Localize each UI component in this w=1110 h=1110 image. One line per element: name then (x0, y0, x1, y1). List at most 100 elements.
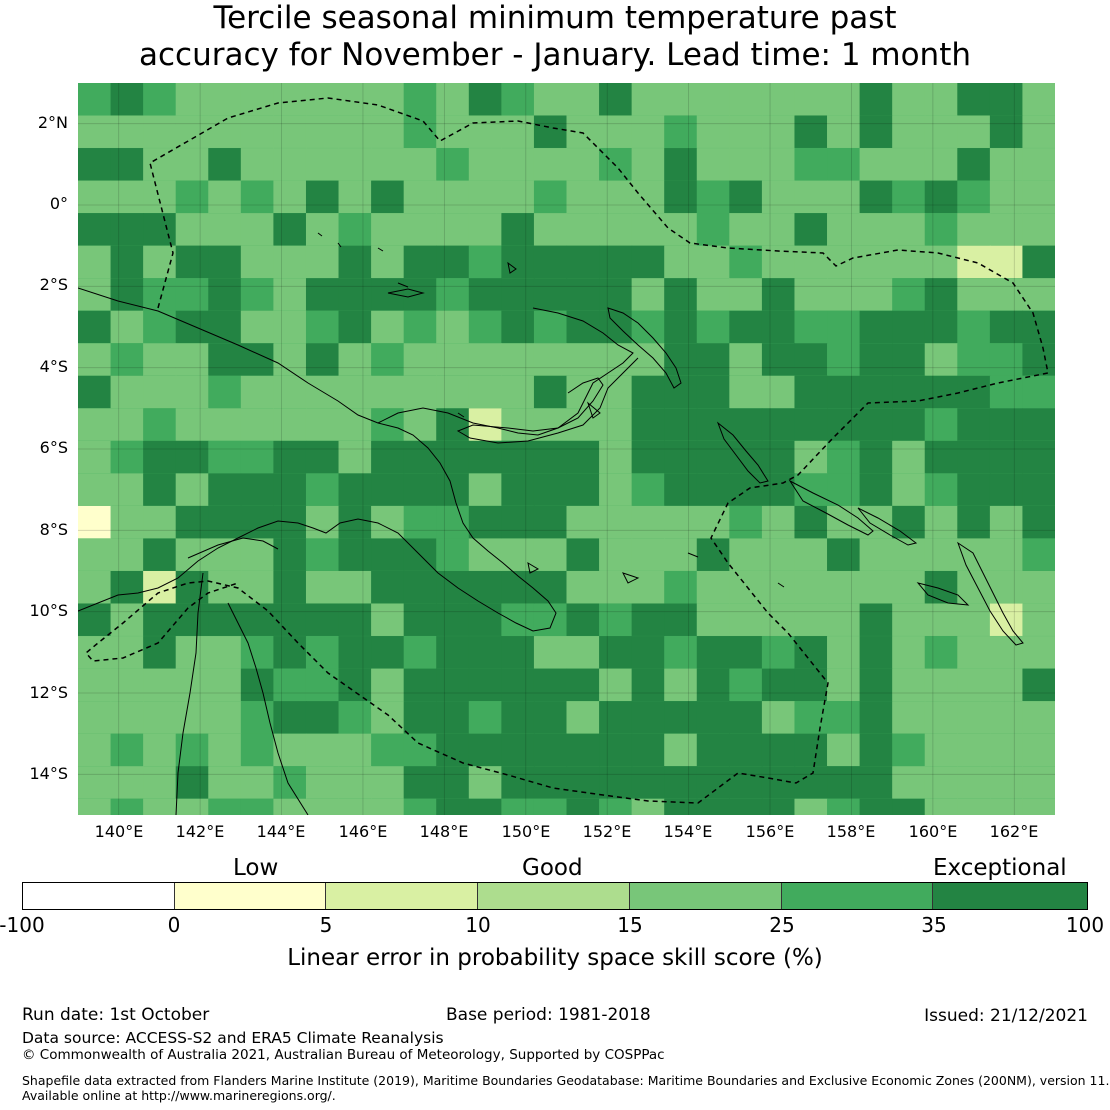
skill-cell (338, 440, 372, 474)
skill-cell (859, 636, 893, 669)
skill-cell (924, 180, 958, 214)
skill-cell (664, 408, 698, 441)
skill-cell (143, 798, 177, 815)
skill-cell (338, 571, 372, 604)
skill-cell (305, 245, 340, 279)
skill-cell (403, 83, 437, 116)
skill-cell (143, 213, 177, 246)
skill-cell (240, 180, 274, 214)
skill-cell (957, 343, 991, 376)
skill-cell (599, 571, 633, 604)
skill-cell (175, 473, 209, 506)
skill-cell (175, 636, 209, 669)
skill-cell (501, 83, 535, 116)
skill-cell (599, 440, 633, 474)
skill-cell (859, 571, 893, 604)
skill-cell (1022, 343, 1055, 376)
skill-cell (794, 668, 828, 702)
skill-cell (175, 766, 209, 799)
skill-cell (533, 375, 568, 409)
skill-cell (533, 115, 568, 148)
skill-cell (1022, 505, 1055, 539)
skill-cell (924, 603, 958, 636)
skill-cell (143, 440, 177, 474)
skill-cell (664, 505, 698, 539)
skill-cell (761, 798, 796, 815)
skill-cell (501, 375, 535, 409)
skill-cell (794, 440, 828, 474)
skill-cell (501, 180, 535, 214)
skill-cell (110, 473, 144, 506)
skill-cell (273, 701, 307, 734)
skill-cell (761, 343, 796, 376)
skill-cell (240, 603, 274, 636)
x-tick-158e: 158°E (826, 822, 876, 841)
shapefile-credit-1: Shapefile data extracted from Flanders M… (22, 1073, 1110, 1088)
skill-cell (957, 505, 991, 539)
copyright: © Commonwealth of Australia 2021, Austra… (22, 1047, 665, 1063)
skill-cell (208, 310, 242, 344)
skill-cell (273, 408, 307, 441)
skill-cell (338, 148, 372, 181)
skill-cell (729, 408, 763, 441)
skill-cell (143, 701, 177, 734)
skill-cell (501, 636, 535, 669)
skill-cell (338, 343, 372, 376)
skill-cell (729, 245, 763, 279)
y-tick-2n: 2°N (37, 113, 68, 132)
skill-cell (175, 668, 209, 702)
skill-cell (794, 701, 828, 734)
skill-cell (924, 636, 958, 669)
skill-cell (631, 473, 665, 506)
coastline-new-guinea (78, 287, 557, 632)
skill-cell (1022, 798, 1055, 815)
skill-cell (892, 440, 926, 474)
skill-cell (599, 636, 633, 669)
skill-cell (957, 408, 991, 441)
skill-cell (110, 571, 144, 604)
skill-cell (208, 440, 242, 474)
skill-cell (110, 766, 144, 799)
colorbar-tick-35: 35 (921, 913, 947, 937)
skill-cell (631, 538, 665, 571)
skill-cell (957, 766, 991, 799)
skill-cell (827, 733, 861, 767)
skill-cell (175, 115, 209, 148)
skill-cell (403, 148, 437, 181)
coastline-vanuatu-area (957, 541, 1024, 646)
y-tick-4s: 4°S (39, 357, 68, 376)
skill-cell (761, 603, 796, 636)
skill-cell (1022, 245, 1055, 279)
skill-cell (729, 278, 763, 311)
skill-cell (110, 408, 144, 441)
skill-cell (143, 375, 177, 409)
skill-cell (664, 603, 698, 636)
skill-grid-cells (78, 83, 1055, 815)
skill-cell (924, 278, 958, 311)
skill-cell (338, 603, 372, 636)
skill-cell (533, 571, 568, 604)
skill-cell (305, 408, 340, 441)
skill-cell (794, 278, 828, 311)
skill-cell (371, 343, 405, 376)
skill-cell (1022, 733, 1055, 767)
skill-cell (631, 766, 665, 799)
skill-cell (892, 180, 926, 214)
skill-cell (599, 83, 633, 116)
skill-cell (729, 538, 763, 571)
skill-cell (273, 440, 307, 474)
skill-cell (78, 310, 112, 344)
skill-cell (696, 180, 730, 214)
x-tick-154e: 154°E (663, 822, 713, 841)
skill-cell (78, 766, 112, 799)
skill-cell (761, 83, 796, 116)
skill-cell (305, 343, 340, 376)
skill-cell (761, 115, 796, 148)
skill-cell (827, 701, 861, 734)
coastline-tip (227, 602, 309, 815)
skill-cell (533, 213, 568, 246)
skill-cell (240, 278, 274, 311)
skill-cell (859, 798, 893, 815)
skill-cell (338, 213, 372, 246)
skill-cell (468, 310, 502, 344)
